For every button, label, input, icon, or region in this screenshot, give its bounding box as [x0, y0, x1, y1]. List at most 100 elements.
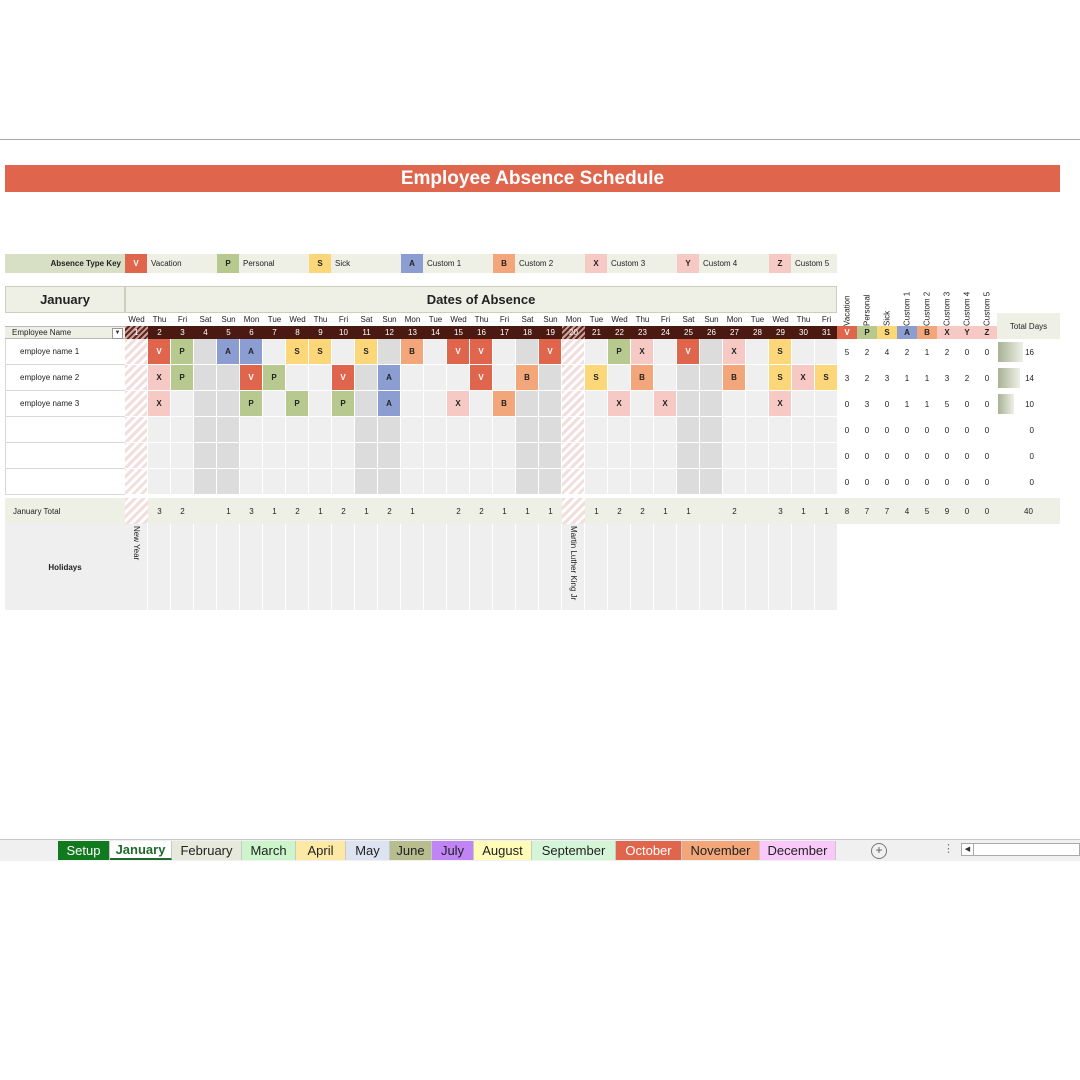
absence-cell[interactable]: X [654, 391, 676, 416]
tab-august[interactable]: August [474, 841, 532, 860]
absence-cell[interactable]: V [539, 339, 561, 364]
weekday-label: Sat [355, 313, 378, 326]
summary-count: 0 [877, 417, 897, 443]
employee-name-cell[interactable] [5, 443, 125, 469]
tab-january[interactable]: January [110, 841, 172, 860]
holiday-cell [378, 524, 401, 610]
tab-march[interactable]: March [242, 841, 296, 860]
employee-name-cell[interactable]: employe name 2 [5, 365, 125, 391]
summary-total: 7 [864, 506, 870, 516]
absence-cell[interactable]: B [631, 365, 653, 390]
absence-cell[interactable]: V [332, 365, 354, 390]
absence-cell[interactable]: S [769, 339, 791, 364]
absence-cell[interactable]: S [309, 339, 331, 364]
tab-november[interactable]: November [682, 841, 760, 860]
weekday-label: Fri [654, 313, 677, 326]
absence-cell[interactable]: P [171, 339, 193, 364]
holiday-cell [332, 524, 355, 610]
tab-december[interactable]: December [760, 841, 836, 860]
absence-cell[interactable]: A [378, 391, 400, 416]
absence-cell[interactable]: X [769, 391, 791, 416]
absence-cell[interactable]: P [286, 391, 308, 416]
absence-cell[interactable]: B [493, 391, 515, 416]
day-number: 20 [562, 326, 585, 339]
absence-cell[interactable]: X [608, 391, 630, 416]
summary-code: V [837, 326, 857, 339]
tab-february[interactable]: February [172, 841, 242, 860]
absence-cell[interactable]: A [217, 339, 239, 364]
day-number: 22 [608, 326, 631, 339]
weekday-label: Sun [539, 313, 562, 326]
summary-count: 0 [977, 365, 997, 391]
absence-cell[interactable]: S [815, 365, 837, 390]
key-type-name: Sick [335, 259, 351, 268]
tab-september[interactable]: September [532, 841, 616, 860]
dates-of-absence-header: Dates of Absence [125, 286, 837, 313]
absence-cell[interactable]: S [769, 365, 791, 390]
summary-total: 8 [844, 506, 850, 516]
employee-name-cell[interactable]: employe name 1 [5, 339, 125, 365]
summary-code: Z [977, 326, 997, 339]
absence-cell[interactable]: P [171, 365, 193, 390]
day-column [332, 339, 355, 495]
employee-name-header[interactable]: Employee Name ▼ [5, 326, 125, 339]
absence-cell[interactable]: X [148, 391, 170, 416]
absence-cell[interactable]: X [148, 365, 170, 390]
absence-cell[interactable]: S [286, 339, 308, 364]
summary-code: S [877, 326, 897, 339]
tab-october[interactable]: October [616, 841, 682, 860]
employee-name-cell[interactable]: employe name 3 [5, 391, 125, 417]
absence-cell[interactable]: V [470, 365, 492, 390]
absence-cell[interactable]: X [631, 339, 653, 364]
absence-cell[interactable]: V [470, 339, 492, 364]
absence-cell[interactable]: V [447, 339, 469, 364]
weekday-label: Thu [309, 313, 332, 326]
day-total [562, 498, 585, 524]
tab-april[interactable]: April [296, 841, 346, 860]
absence-cell[interactable]: B [516, 365, 538, 390]
tab-july[interactable]: July [432, 841, 474, 860]
summary-code: A [897, 326, 917, 339]
absence-cell[interactable]: X [792, 365, 814, 390]
filter-dropdown-icon[interactable]: ▼ [112, 328, 123, 339]
day-number: 29 [769, 326, 792, 339]
absence-cell[interactable]: V [677, 339, 699, 364]
summary-count: 0 [957, 469, 977, 495]
absence-cell[interactable]: A [240, 339, 262, 364]
absence-cell[interactable]: X [447, 391, 469, 416]
tab-may[interactable]: May [346, 841, 390, 860]
absence-cell[interactable]: B [401, 339, 423, 364]
add-sheet-icon[interactable]: + [871, 843, 887, 859]
day-total: 3 [249, 506, 254, 516]
day-number: 5 [217, 326, 240, 339]
more-options-icon[interactable]: ⋮ [943, 843, 954, 855]
summary-count: 0 [837, 391, 857, 417]
day-column [539, 339, 562, 495]
absence-cell[interactable]: P [240, 391, 262, 416]
summary-count: 3 [857, 391, 877, 417]
absence-cell[interactable]: X [723, 339, 745, 364]
day-total: 1 [594, 506, 599, 516]
absence-cell[interactable]: V [240, 365, 262, 390]
summary-count: 0 [837, 443, 857, 469]
weekday-label: Tue [585, 313, 608, 326]
summary-count: 3 [937, 365, 957, 391]
absence-cell[interactable]: S [585, 365, 607, 390]
absence-cell[interactable]: S [355, 339, 377, 364]
summary-count: 0 [977, 469, 997, 495]
absence-cell[interactable]: P [263, 365, 285, 390]
absence-cell[interactable]: P [608, 339, 630, 364]
employee-name-cell[interactable] [5, 469, 125, 495]
tab-setup[interactable]: Setup [58, 841, 110, 860]
scroll-left-icon[interactable]: ◀ [962, 844, 974, 855]
employee-name-cell[interactable] [5, 417, 125, 443]
tab-june[interactable]: June [390, 841, 432, 860]
absence-cell[interactable]: A [378, 365, 400, 390]
day-column [286, 339, 309, 495]
absence-cell[interactable]: V [148, 339, 170, 364]
horizontal-scrollbar[interactable] [961, 843, 1080, 856]
holiday-cell [769, 524, 792, 610]
absence-cell[interactable]: P [332, 391, 354, 416]
summary-count: 1 [917, 391, 937, 417]
absence-cell[interactable]: B [723, 365, 745, 390]
